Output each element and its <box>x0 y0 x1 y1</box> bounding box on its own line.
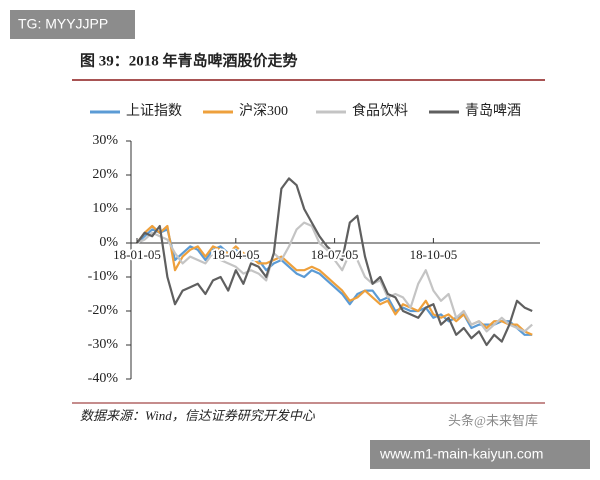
y-tick-label: 0% <box>99 235 118 250</box>
x-tick-label: 18-07-05 <box>311 247 359 262</box>
y-tick-label: -30% <box>88 337 119 352</box>
legend-label: 食品饮料 <box>352 102 408 119</box>
legend-label: 上证指数 <box>126 103 182 119</box>
series-line <box>136 224 533 336</box>
overlay-top-text: TG: MYYJJPP <box>18 16 108 32</box>
y-tick-label: -10% <box>88 269 119 284</box>
legend-label: 沪深300 <box>239 103 288 119</box>
overlay-bottom-text: www.m1-main-kaiyun.com <box>379 446 543 462</box>
source-note: 数据来源：Wind，信达证券研究开发中心 <box>80 408 316 423</box>
x-tick-label: 18-04-05 <box>212 247 260 262</box>
chart-title: 图 39：2018 年青岛啤酒股价走势 <box>80 51 298 69</box>
y-tick-label: 20% <box>92 167 118 182</box>
y-tick-label: -40% <box>88 371 119 386</box>
series-line <box>136 177 533 347</box>
y-tick-label: 30% <box>92 133 118 148</box>
overlay-top-box <box>10 10 135 39</box>
overlay-bottom-box <box>370 440 590 469</box>
x-tick-label: 18-01-05 <box>113 247 161 262</box>
y-tick-label: -20% <box>88 303 119 318</box>
series-line <box>136 221 533 333</box>
x-tick-label: 18-10-05 <box>410 247 458 262</box>
plot-area: 30% 20% 10% 0% -10% -20% -30% -40% 上证指数 沪深300 食品饮料… <box>88 102 540 386</box>
watermark: 头条@未来智库 <box>448 413 538 428</box>
y-tick-label: 10% <box>92 201 118 216</box>
legend-label: 青岛啤酒 <box>465 103 521 119</box>
